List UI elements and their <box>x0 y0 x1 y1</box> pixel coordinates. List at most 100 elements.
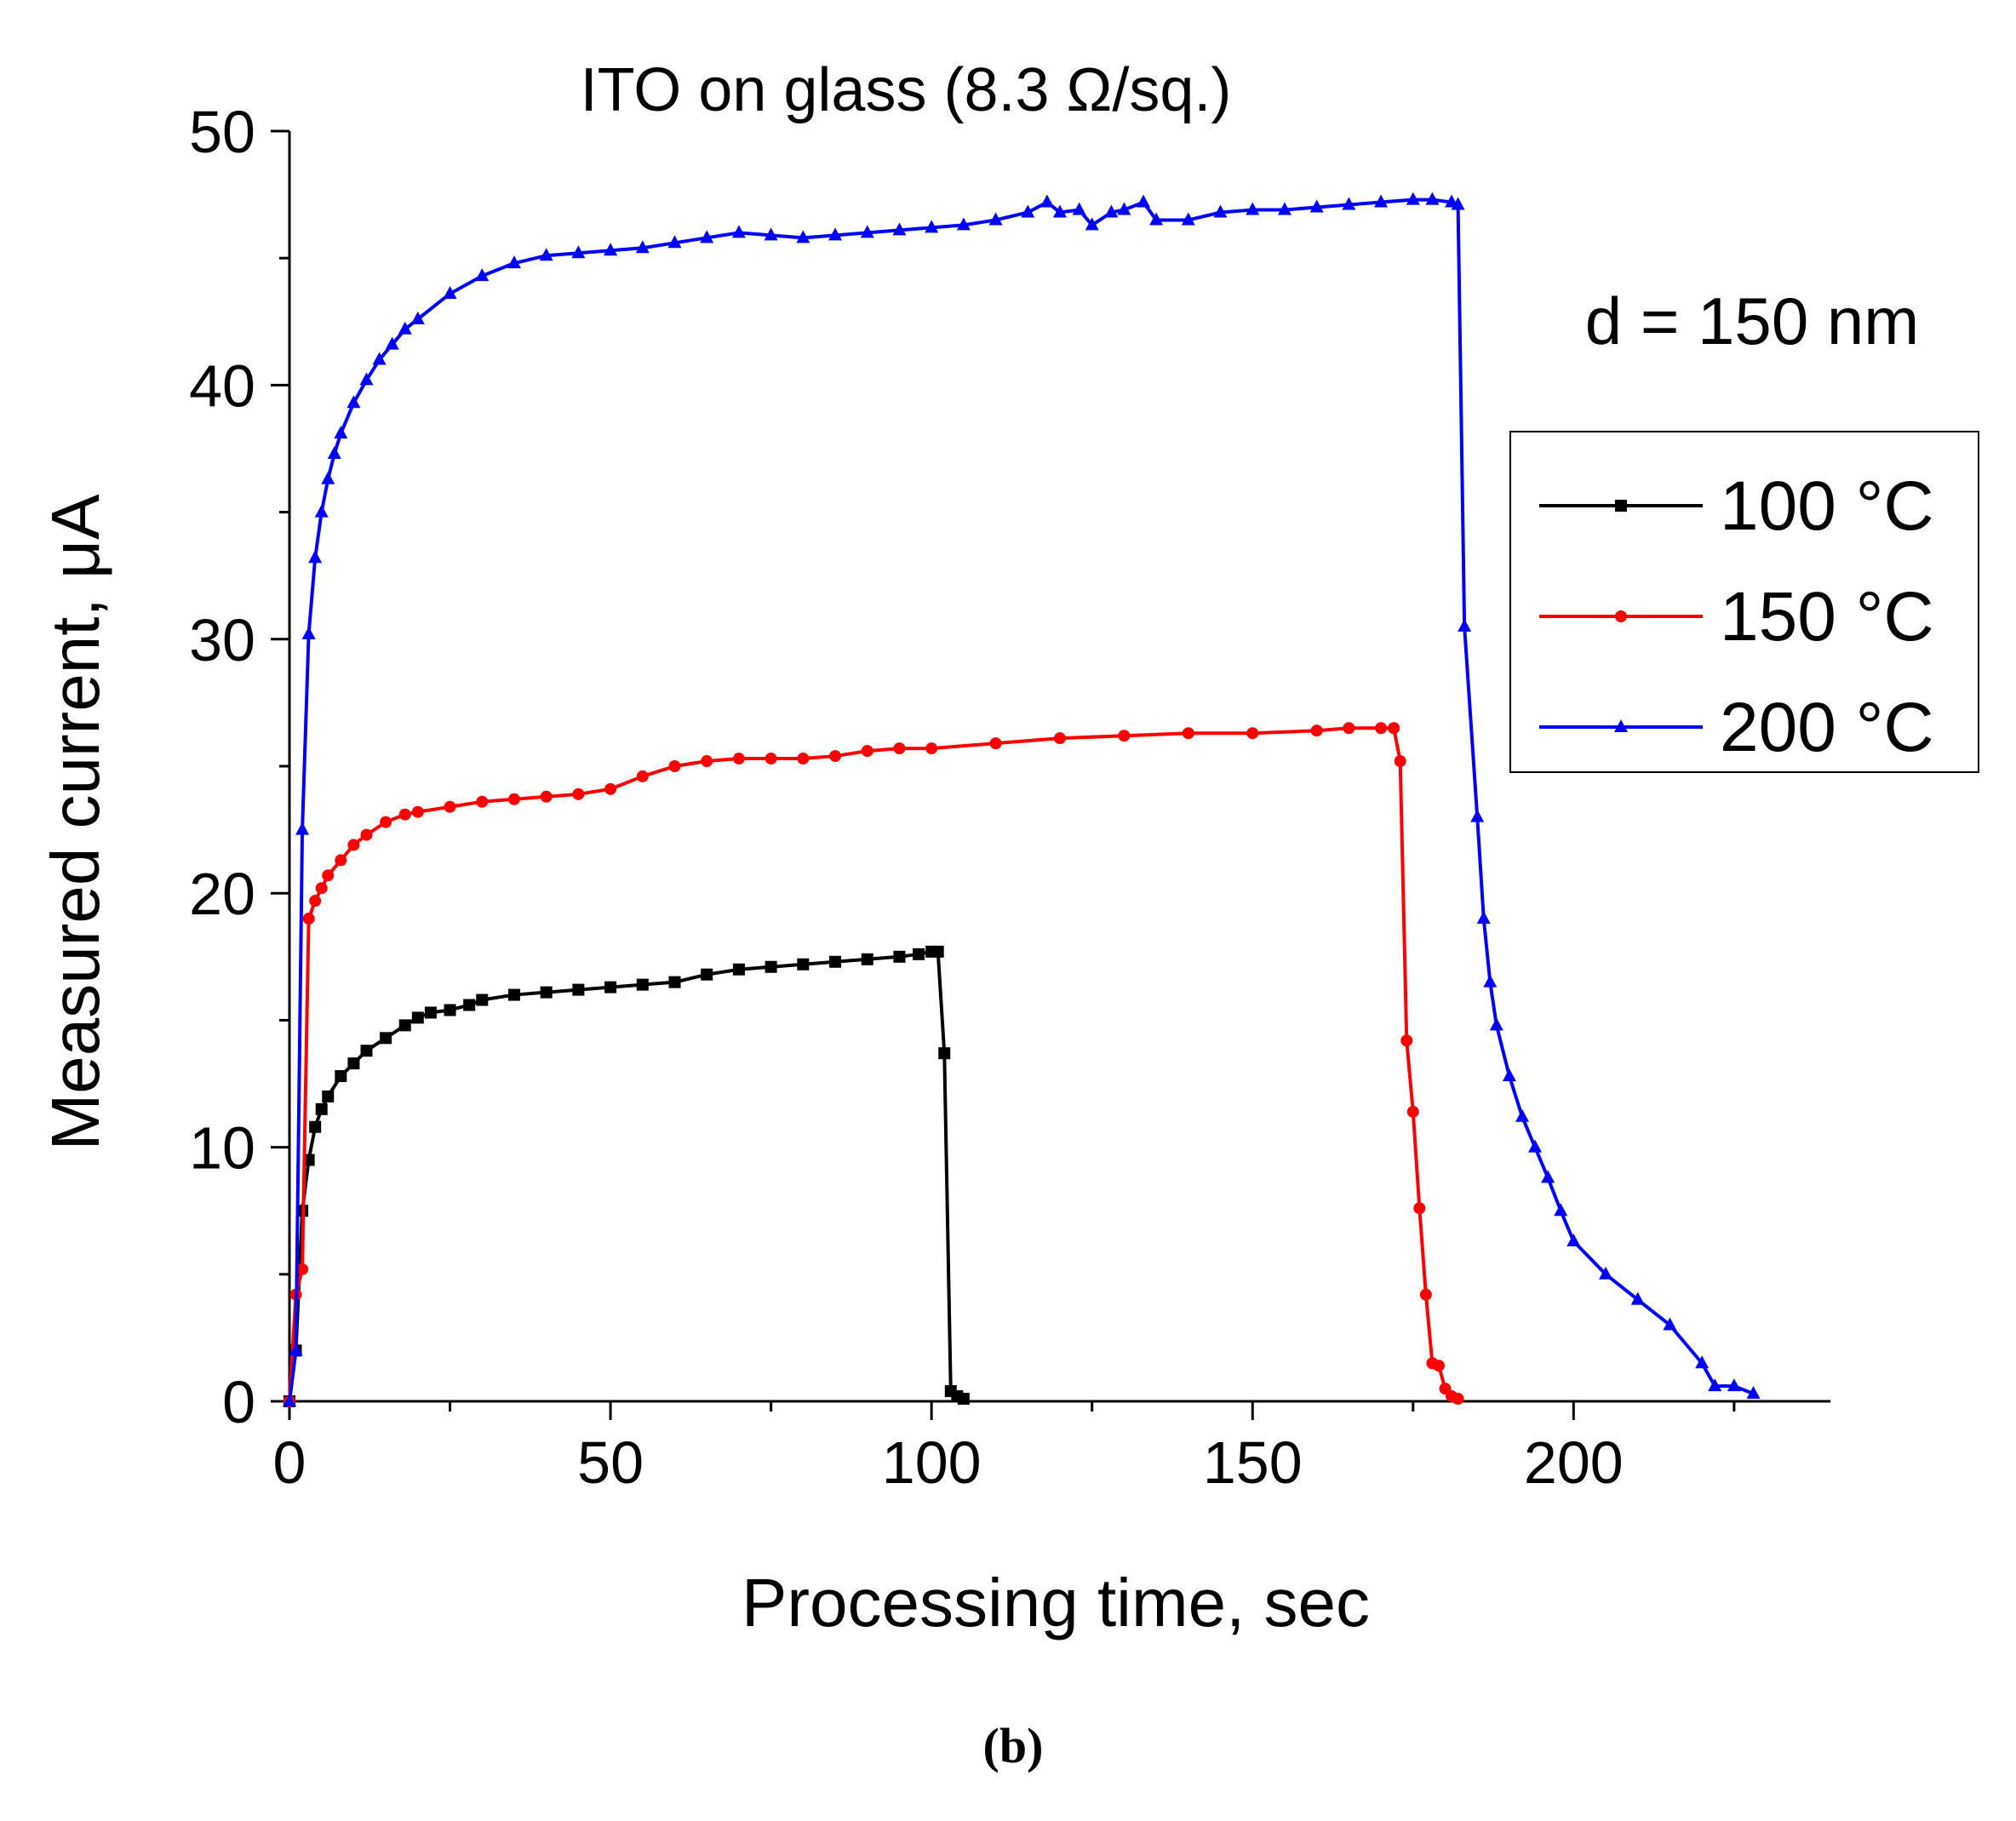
data-point <box>1137 194 1151 208</box>
data-point <box>1746 1386 1761 1400</box>
data-point <box>829 750 842 763</box>
data-point <box>507 988 520 1001</box>
data-point <box>1182 727 1194 740</box>
data-point <box>1541 1170 1555 1183</box>
data-point <box>1630 1291 1645 1305</box>
data-point <box>296 1263 309 1275</box>
data-point <box>346 395 361 409</box>
legend: 100 °C 150 °C 200 °C <box>1509 431 1979 773</box>
data-point <box>765 960 777 973</box>
data-point <box>668 976 681 988</box>
series-line <box>288 949 965 1402</box>
data-point <box>1727 1378 1741 1392</box>
data-point <box>314 504 329 518</box>
data-point <box>1708 1378 1722 1392</box>
data-point <box>463 999 476 1011</box>
data-point <box>931 945 944 958</box>
data-point <box>411 805 424 818</box>
legend-box <box>1509 431 1979 773</box>
data-point <box>1021 204 1035 218</box>
data-point <box>861 953 873 965</box>
data-point <box>1342 197 1356 210</box>
panel-label: (b) <box>983 1718 1044 1773</box>
legend-items: 100 °C 150 °C 200 °C <box>1539 467 1934 766</box>
data-point <box>359 372 374 386</box>
data-point <box>1528 1139 1543 1153</box>
data-point <box>860 225 874 238</box>
data-point <box>667 235 682 249</box>
data-point <box>1566 1234 1581 1247</box>
series-1 <box>284 722 1464 1407</box>
data-point <box>1458 618 1472 632</box>
y-tick-label: 20 <box>189 861 255 927</box>
data-point <box>1246 202 1260 215</box>
data-point <box>540 790 553 803</box>
data-point <box>476 795 489 808</box>
data-point <box>796 230 810 243</box>
data-point <box>327 445 341 459</box>
data-point <box>700 230 714 243</box>
data-point <box>1374 194 1389 208</box>
data-point <box>635 240 650 254</box>
series-line <box>288 726 1459 1402</box>
data-point <box>347 839 360 851</box>
data-point <box>668 760 681 772</box>
data-point <box>732 963 745 976</box>
data-point <box>604 782 617 795</box>
data-point <box>636 978 649 991</box>
data-point <box>1599 1266 1613 1280</box>
data-point <box>731 225 746 238</box>
chart-title: ITO on glass (8.3 Ω/sq.) <box>581 56 1232 124</box>
data-point <box>444 1004 456 1016</box>
legend-label: 100 °C <box>1720 467 1934 545</box>
data-point <box>321 471 335 484</box>
y-tick-label: 10 <box>189 1115 255 1182</box>
data-point <box>572 983 585 996</box>
data-point <box>295 822 310 835</box>
data-point <box>334 426 348 439</box>
data-point <box>1394 755 1406 768</box>
data-point <box>410 311 425 324</box>
data-point <box>1054 732 1066 745</box>
data-point <box>765 753 777 765</box>
data-point <box>308 550 323 564</box>
data-point <box>1085 217 1099 231</box>
data-point <box>322 1090 335 1102</box>
data-point <box>1040 194 1054 208</box>
data-point <box>988 212 1003 226</box>
data-point <box>301 626 316 639</box>
data-point <box>892 222 907 236</box>
data-point <box>398 808 411 821</box>
data-point <box>380 1032 392 1045</box>
data-point <box>360 828 373 841</box>
data-point <box>829 955 842 968</box>
data-point <box>572 787 585 800</box>
data-point <box>507 793 520 805</box>
data-point <box>315 882 328 895</box>
legend-label: 200 °C <box>1720 689 1934 766</box>
data-point <box>1310 724 1323 737</box>
y-tick-label: 40 <box>189 352 255 419</box>
data-point <box>797 753 810 765</box>
x-tick-label: 50 <box>577 1429 644 1496</box>
data-point <box>1452 1393 1464 1406</box>
data-point <box>956 217 971 231</box>
series-0 <box>284 945 970 1407</box>
data-point <box>797 958 810 971</box>
data-point <box>925 742 938 755</box>
legend-swatch-marker <box>1615 500 1627 512</box>
data-point <box>1663 1317 1677 1331</box>
data-point <box>1053 204 1067 218</box>
data-point <box>1406 192 1420 205</box>
data-point <box>309 1120 322 1133</box>
data-point <box>476 994 489 1006</box>
data-point <box>893 950 906 963</box>
data-point <box>398 321 412 335</box>
data-point <box>636 770 649 782</box>
data-point <box>335 854 347 867</box>
data-point <box>1343 722 1355 735</box>
legend-swatch-marker <box>1615 610 1627 622</box>
data-point <box>1451 197 1465 210</box>
data-point <box>1072 202 1086 215</box>
